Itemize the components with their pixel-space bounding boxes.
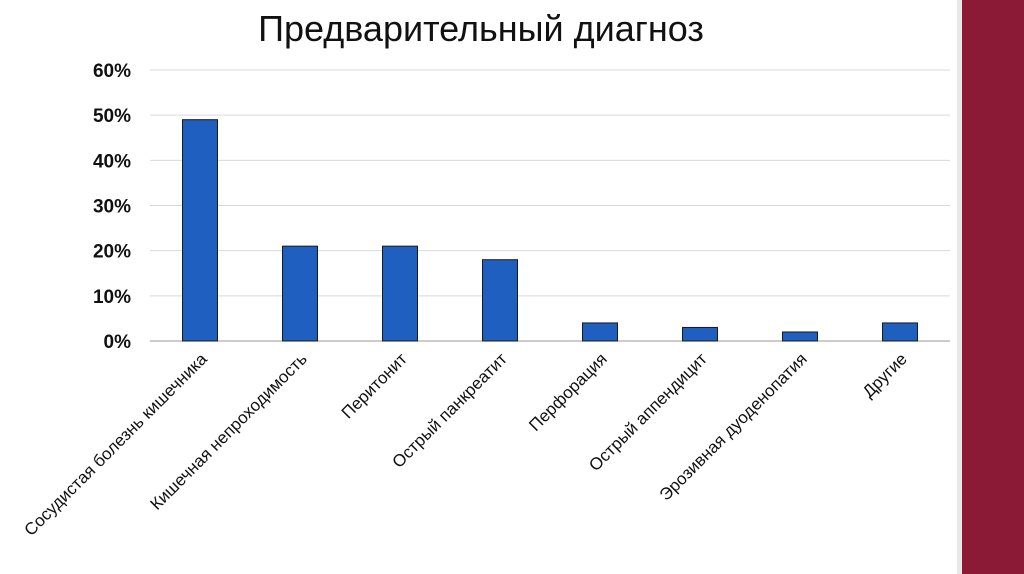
x-tick-label: Кишечная непроходимость bbox=[146, 349, 310, 513]
x-tick-label: Другие bbox=[859, 349, 911, 401]
y-tick-label: 30% bbox=[93, 197, 131, 218]
chart-title: Предварительный диагноз bbox=[0, 8, 962, 50]
slide-edge-divider bbox=[957, 0, 962, 574]
y-tick-label: 20% bbox=[93, 242, 131, 263]
y-tick-label: 60% bbox=[93, 61, 131, 82]
x-tick-label: Перфорация bbox=[525, 349, 611, 435]
bar bbox=[182, 119, 218, 342]
bar bbox=[882, 322, 918, 342]
x-tick-label: Сосудистая болезнь кишечника bbox=[21, 349, 212, 540]
y-tick-label: 50% bbox=[93, 106, 131, 127]
x-tick-label: Перитонит bbox=[338, 349, 411, 422]
bar bbox=[782, 331, 818, 342]
bar bbox=[682, 326, 718, 342]
bar bbox=[282, 245, 318, 342]
chart-title-text: Предварительный диагноз bbox=[258, 8, 704, 49]
bar bbox=[382, 245, 418, 342]
x-tick-label: Острый панкреатит bbox=[389, 349, 511, 471]
bar bbox=[482, 259, 518, 342]
y-tick-label: 0% bbox=[104, 332, 132, 353]
y-tick-label: 10% bbox=[93, 287, 131, 308]
bar bbox=[582, 322, 618, 342]
slide-accent-bar bbox=[962, 0, 1024, 574]
y-tick-label: 40% bbox=[93, 151, 131, 172]
